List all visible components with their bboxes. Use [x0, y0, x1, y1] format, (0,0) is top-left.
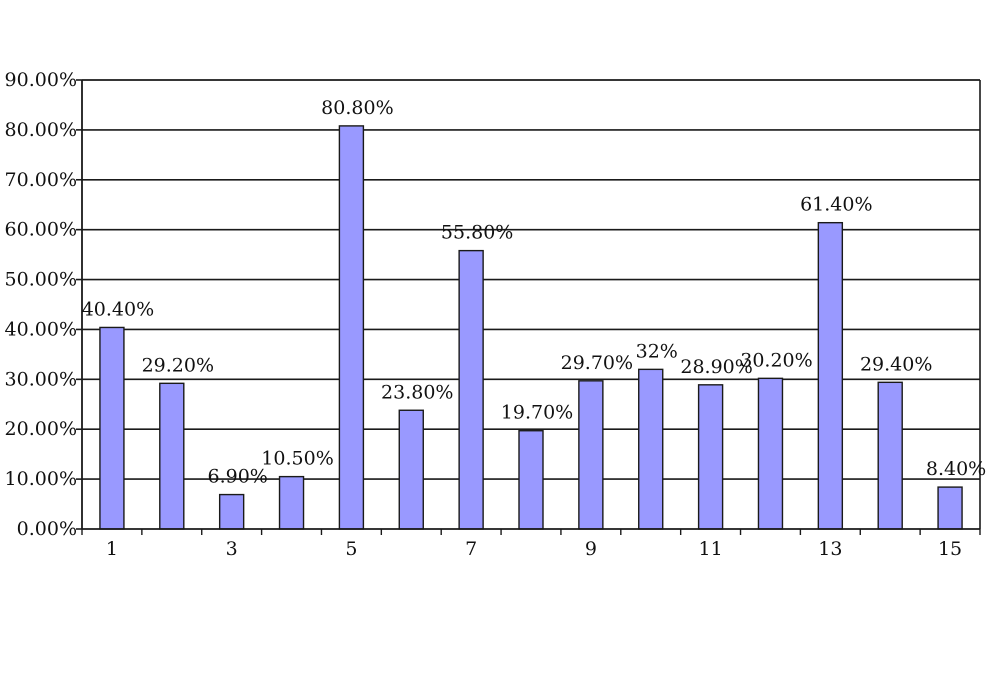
y-tick-label: 50.00%	[5, 269, 77, 291]
data-label: 8.40%	[926, 458, 986, 480]
x-tick-label: 7	[465, 538, 477, 560]
y-tick-label: 20.00%	[5, 418, 77, 440]
y-tick-label: 70.00%	[5, 169, 77, 191]
x-tick-label: 9	[585, 538, 597, 560]
x-tick-label: 11	[699, 538, 723, 560]
bar	[578, 380, 604, 530]
bar	[697, 384, 724, 530]
data-label: 29.20%	[142, 354, 214, 376]
y-tick-label: 30.00%	[5, 368, 77, 390]
bar	[458, 249, 484, 530]
bar	[398, 409, 424, 530]
bar	[338, 125, 365, 530]
x-tick-label: 1	[106, 538, 118, 560]
data-label: 19.70%	[501, 402, 573, 424]
x-tick-label: 5	[345, 538, 357, 560]
x-tick-label: 15	[938, 538, 962, 560]
bar	[99, 326, 125, 530]
y-tick-label: 60.00%	[5, 219, 77, 241]
bar	[757, 377, 784, 530]
y-tick-label: 40.00%	[5, 318, 77, 340]
bar	[937, 486, 963, 530]
x-tick-label: 13	[818, 538, 842, 560]
y-tick-label: 10.00%	[5, 468, 77, 490]
data-label: 32%	[636, 340, 678, 362]
bar	[218, 493, 245, 530]
data-label: 30.20%	[740, 349, 812, 371]
x-tick-label: 3	[226, 538, 238, 560]
bar	[638, 368, 664, 530]
data-label: 28.90%	[680, 356, 752, 378]
bar	[817, 221, 844, 530]
bar	[518, 430, 544, 530]
y-tick-label: 0.00%	[17, 518, 77, 540]
y-tick-label: 90.00%	[5, 69, 77, 91]
bar	[278, 475, 305, 530]
data-label: 61.40%	[800, 194, 872, 216]
y-tick-label: 80.00%	[5, 119, 77, 141]
data-label: 80.80%	[321, 97, 393, 119]
bar	[159, 382, 185, 530]
data-label: 40.40%	[82, 298, 154, 320]
data-label: 29.40%	[860, 353, 932, 375]
data-label: 55.80%	[441, 222, 513, 244]
bar	[877, 381, 903, 530]
data-label: 10.50%	[261, 448, 333, 470]
data-label: 29.70%	[561, 352, 633, 374]
data-label: 23.80%	[381, 381, 453, 403]
data-label: 6.90%	[207, 466, 267, 488]
